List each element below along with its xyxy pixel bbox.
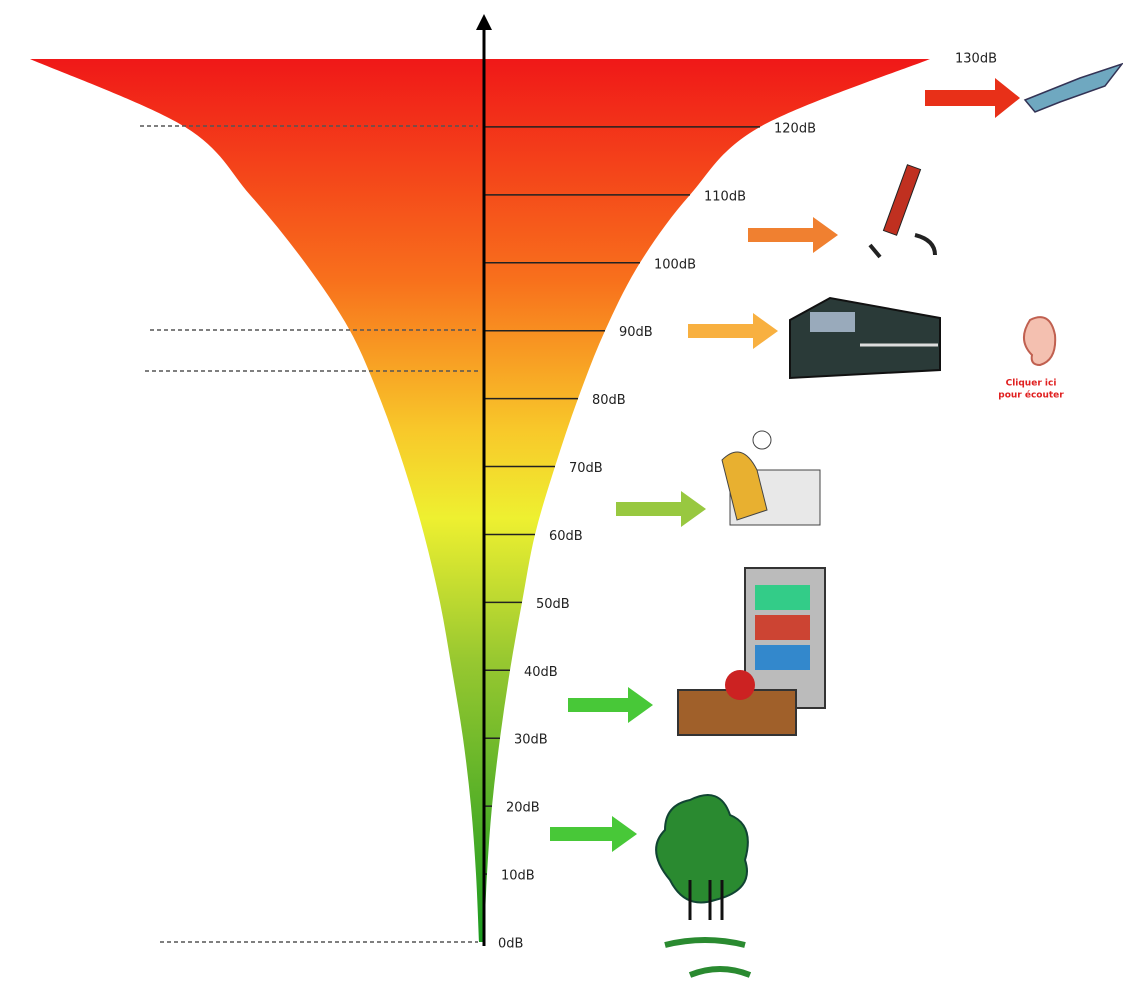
level-label: 30dB (514, 733, 548, 748)
level-label: 50dB (536, 597, 570, 612)
jet-icon (1025, 64, 1122, 112)
level-label: 60dB (549, 529, 583, 544)
level-label: 100dB (654, 257, 696, 272)
level-label: 130dB (955, 52, 997, 67)
arrow (568, 687, 653, 723)
level-label: 80dB (592, 393, 626, 408)
level-label: 70dB (569, 461, 603, 476)
arrow (616, 491, 706, 527)
train-icon (790, 298, 940, 378)
level-label: 10dB (501, 869, 535, 884)
ear-caption: pour écouter (998, 390, 1064, 401)
level-label: 90dB (619, 325, 653, 340)
level-label: 40dB (524, 665, 558, 680)
ear-caption: Cliquer ici (1006, 379, 1057, 389)
tree-icon (656, 795, 750, 975)
arrow (688, 313, 778, 349)
level-label: 20dB (506, 801, 540, 816)
ear-icon (1024, 317, 1055, 365)
arrow (925, 78, 1020, 118)
decibel-diagram: 0dB 10dB 20dB 30dB 40dB 50dB 60dB 70dB 80dB 90dB 1… (0, 0, 1123, 988)
level-label: 110dB (704, 189, 746, 204)
arrow (550, 816, 637, 852)
arrow (748, 217, 838, 253)
axis-arrow (476, 14, 492, 30)
level-label: 120dB (774, 121, 816, 136)
level-label: 0dB (498, 937, 523, 952)
library-icon (678, 568, 825, 735)
office-icon (722, 431, 820, 525)
jackhammer-icon (870, 165, 935, 257)
